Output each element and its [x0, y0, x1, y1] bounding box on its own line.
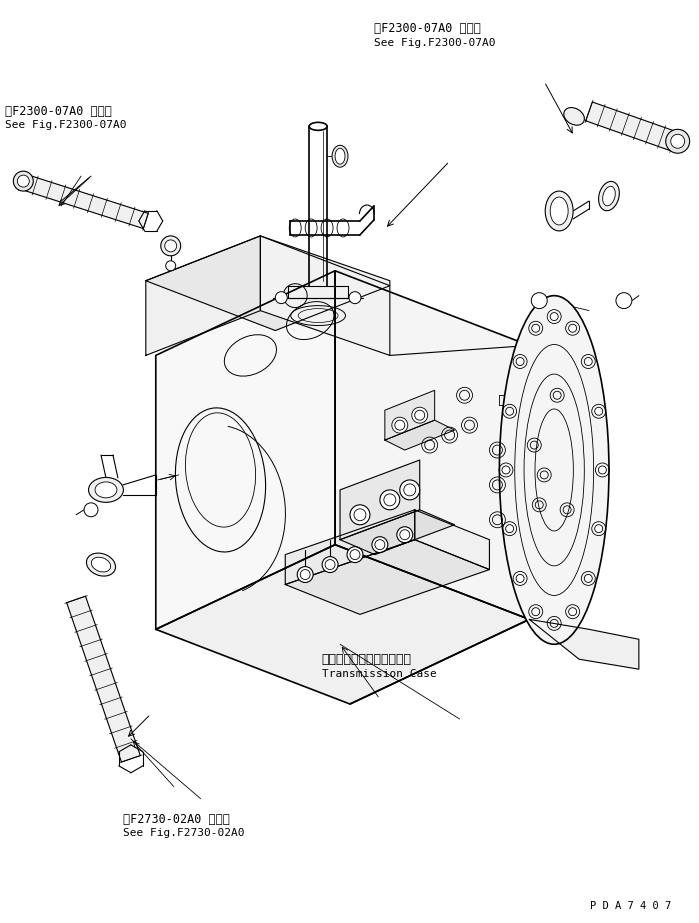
- Circle shape: [397, 527, 412, 543]
- Circle shape: [347, 546, 363, 563]
- Circle shape: [13, 171, 34, 191]
- Circle shape: [349, 292, 361, 304]
- Circle shape: [400, 480, 419, 500]
- Circle shape: [665, 129, 690, 153]
- Polygon shape: [260, 236, 390, 355]
- Circle shape: [375, 540, 385, 550]
- Polygon shape: [335, 270, 529, 619]
- Ellipse shape: [92, 557, 110, 572]
- Polygon shape: [385, 420, 454, 450]
- Text: Transmission Case: Transmission Case: [322, 669, 436, 679]
- Ellipse shape: [545, 191, 573, 231]
- Circle shape: [569, 324, 577, 332]
- Text: See Fig.F2300-07A0: See Fig.F2300-07A0: [5, 120, 127, 130]
- Circle shape: [505, 524, 514, 533]
- Polygon shape: [285, 509, 415, 584]
- Circle shape: [532, 324, 540, 332]
- Circle shape: [671, 135, 684, 149]
- Circle shape: [616, 293, 632, 308]
- Text: See Fig.F2730-02A0: See Fig.F2730-02A0: [123, 828, 245, 838]
- Text: 第F2300-07A0 図参照: 第F2300-07A0 図参照: [5, 105, 112, 118]
- Polygon shape: [66, 596, 140, 762]
- Circle shape: [166, 261, 175, 270]
- Polygon shape: [285, 540, 489, 615]
- Circle shape: [297, 567, 313, 582]
- Circle shape: [322, 557, 338, 572]
- Polygon shape: [340, 509, 454, 555]
- Polygon shape: [340, 460, 419, 540]
- Circle shape: [384, 494, 396, 506]
- Polygon shape: [156, 270, 335, 629]
- Circle shape: [550, 619, 559, 628]
- Circle shape: [372, 536, 388, 553]
- Polygon shape: [529, 619, 639, 669]
- Polygon shape: [156, 545, 529, 704]
- Ellipse shape: [603, 186, 615, 206]
- Circle shape: [532, 607, 540, 616]
- Polygon shape: [415, 509, 489, 569]
- Ellipse shape: [550, 197, 568, 225]
- Polygon shape: [19, 174, 148, 229]
- Circle shape: [516, 357, 524, 366]
- Circle shape: [595, 524, 603, 533]
- Circle shape: [584, 574, 592, 582]
- Text: 第F2300-07A0 図参照: 第F2300-07A0 図参照: [374, 22, 481, 35]
- Text: トランスミッションケース: トランスミッションケース: [322, 653, 412, 665]
- Circle shape: [502, 466, 510, 473]
- Circle shape: [505, 407, 514, 415]
- Polygon shape: [586, 102, 677, 150]
- Ellipse shape: [499, 295, 609, 644]
- Circle shape: [325, 559, 335, 569]
- Circle shape: [300, 569, 310, 580]
- Circle shape: [275, 292, 287, 304]
- Circle shape: [550, 313, 559, 320]
- Circle shape: [380, 490, 400, 509]
- Circle shape: [595, 407, 603, 415]
- Ellipse shape: [87, 553, 115, 576]
- Ellipse shape: [598, 182, 619, 210]
- Text: 第F2730-02A0 図参照: 第F2730-02A0 図参照: [123, 812, 230, 826]
- Polygon shape: [146, 236, 390, 330]
- Ellipse shape: [95, 482, 117, 497]
- Circle shape: [350, 550, 360, 559]
- Circle shape: [354, 509, 366, 521]
- Ellipse shape: [309, 123, 327, 130]
- Circle shape: [350, 505, 370, 525]
- Ellipse shape: [332, 145, 348, 167]
- Circle shape: [17, 175, 29, 187]
- Text: See Fig.F2300-07A0: See Fig.F2300-07A0: [374, 38, 496, 48]
- Circle shape: [161, 236, 180, 256]
- Circle shape: [516, 574, 524, 582]
- Circle shape: [165, 240, 177, 252]
- Ellipse shape: [89, 477, 124, 502]
- Circle shape: [404, 484, 416, 496]
- Text: P D A 7 4 0 7: P D A 7 4 0 7: [590, 901, 671, 911]
- Circle shape: [412, 407, 428, 423]
- Circle shape: [598, 466, 606, 473]
- Circle shape: [531, 293, 547, 308]
- Ellipse shape: [564, 108, 584, 126]
- Circle shape: [569, 607, 577, 616]
- Ellipse shape: [335, 149, 345, 164]
- Polygon shape: [385, 390, 435, 440]
- Circle shape: [84, 503, 98, 517]
- Circle shape: [392, 417, 408, 433]
- Circle shape: [400, 530, 410, 540]
- Polygon shape: [146, 236, 260, 355]
- Circle shape: [584, 357, 592, 366]
